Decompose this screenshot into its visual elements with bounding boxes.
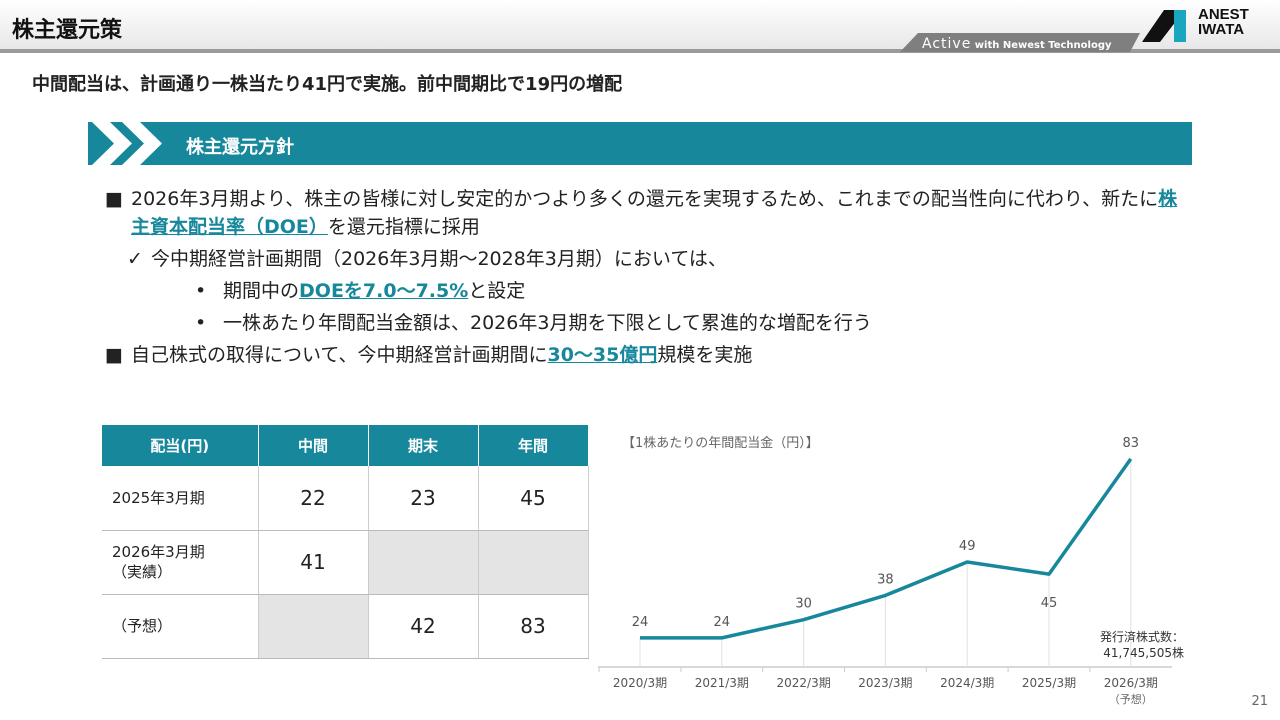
dot-item-dividend: • 一株あたり年間配当金額は、2026年3月期を下限として累進的な増配を行う xyxy=(105,309,1195,337)
series-line xyxy=(640,457,1133,640)
header-divider xyxy=(0,49,1280,53)
text: 今中期経営計画期間（2026年3月期～2028年3月期）においては、 xyxy=(151,248,727,270)
square-bullet-icon: ■ xyxy=(105,344,123,366)
text: 一株あたり年間配当金額は、2026年3月期を下限として累進的な増配を行う xyxy=(223,312,872,334)
header-cell: 年間 xyxy=(478,425,589,466)
page-number: 21 xyxy=(1251,694,1268,709)
tagline: Active with Newest Technology xyxy=(900,33,1140,52)
cell: 22 xyxy=(258,466,369,531)
table-row: 2026年3月期 （実績） 41 xyxy=(102,530,589,595)
cell-empty xyxy=(258,594,369,659)
doe-link[interactable]: 株主資本配当率（DOE） xyxy=(131,188,1178,238)
logo-text: ANEST IWATA xyxy=(1198,6,1249,38)
bullet-doe: ■ 2026年3月期より、株主の皆様に対し安定的かつより多くの還元を実現するため、… xyxy=(105,185,1195,241)
text: 2026年3月期より、株主の皆様に対し安定的かつより多くの還元を実現するため、こ… xyxy=(131,188,1159,210)
square-bullet-icon: ■ xyxy=(105,188,123,210)
data-label: 24 xyxy=(714,615,731,630)
cell: 45 xyxy=(478,466,589,531)
header-cell: 配当(円) xyxy=(102,425,259,466)
shares-outstanding: 発行済株式数： 41,745,505株 xyxy=(1100,629,1184,661)
table-header: 配当(円) 中間 期末 年間 xyxy=(102,425,589,466)
page-title: 株主還元策 xyxy=(12,18,123,43)
shares-label: 発行済株式数： xyxy=(1099,630,1184,644)
x-tick-label: 2025/3期 xyxy=(1022,676,1076,690)
cell: 83 xyxy=(478,594,589,659)
cell-empty xyxy=(478,530,589,595)
section-header: 株主還元方針 xyxy=(88,122,1192,165)
bullet-buyback: ■ 自己株式の取得について、今中期経営計画期間に30～35億円規模を実施 xyxy=(105,341,1195,369)
cell: 23 xyxy=(368,466,479,531)
text: 自己株式の取得について、今中期経営計画期間に xyxy=(131,344,548,366)
text: 規模を実施 xyxy=(657,344,753,366)
x-tick-note: （予想） xyxy=(1109,692,1153,706)
x-tick-label: 2020/3期 xyxy=(613,676,667,690)
row-label: （予想） xyxy=(102,594,259,659)
text: を還元指標に採用 xyxy=(327,216,480,238)
x-tick-label: 2024/3期 xyxy=(940,676,994,690)
check-item: ✓ 今中期経営計画期間（2026年3月期～2028年3月期）においては、 xyxy=(105,245,1195,273)
dividend-table: 配当(円) 中間 期末 年間 2025年3月期 22 23 45 2026年3月期 （… xyxy=(102,425,589,659)
policy-list: ■ 2026年3月期より、株主の皆様に対し安定的かつより多くの還元を実現するため、… xyxy=(105,185,1195,369)
headline: 中間配当は、計画通り一株当たり41円で実施。前中間期比で19円の増配 xyxy=(32,74,623,95)
table-row: （予想） 42 83 xyxy=(102,594,589,659)
check-icon: ✓ xyxy=(127,248,143,270)
row-label: 2025年3月期 xyxy=(102,466,259,531)
row-label: 2026年3月期 （実績） xyxy=(102,530,259,595)
data-label: 30 xyxy=(795,597,812,612)
cell-empty xyxy=(368,530,479,595)
company-logo-icon xyxy=(1142,10,1186,42)
cell: 41 xyxy=(258,530,369,595)
header-cell: 中間 xyxy=(258,425,369,466)
dot-item-doe: • 期間中のDOEを7.0～7.5%と設定 xyxy=(105,277,1195,305)
header-cell: 期末 xyxy=(368,425,479,466)
tagline-big: Active xyxy=(922,36,972,52)
text: 期間中の xyxy=(223,280,300,302)
data-label: 49 xyxy=(959,539,976,554)
data-label: 45 xyxy=(1041,596,1058,611)
chevron-icon xyxy=(92,122,162,165)
x-tick-label: 2023/3期 xyxy=(858,676,912,690)
x-tick-label: 2021/3期 xyxy=(695,676,749,690)
data-label: 24 xyxy=(632,615,649,630)
data-label: 38 xyxy=(877,572,894,587)
doe-range-link[interactable]: DOEを7.0～7.5% xyxy=(299,280,469,302)
table-row: 2025年3月期 22 23 45 xyxy=(102,466,589,531)
x-tick-label: 2026/3期 xyxy=(1104,676,1158,690)
tagline-small: with Newest Technology xyxy=(974,40,1112,51)
cell: 42 xyxy=(368,594,479,659)
text: と設定 xyxy=(468,280,526,302)
x-tick-label: 2022/3期 xyxy=(776,676,830,690)
dot-icon: • xyxy=(195,312,207,334)
buyback-link[interactable]: 30～35億円 xyxy=(547,344,658,366)
dot-icon: • xyxy=(195,280,207,302)
shares-value: 41,745,505株 xyxy=(1103,646,1184,660)
chart-title: 【1株あたりの年間配当金（円）】 xyxy=(622,436,819,451)
section-title: 株主還元方針 xyxy=(186,137,294,158)
data-label: 83 xyxy=(1123,436,1140,451)
